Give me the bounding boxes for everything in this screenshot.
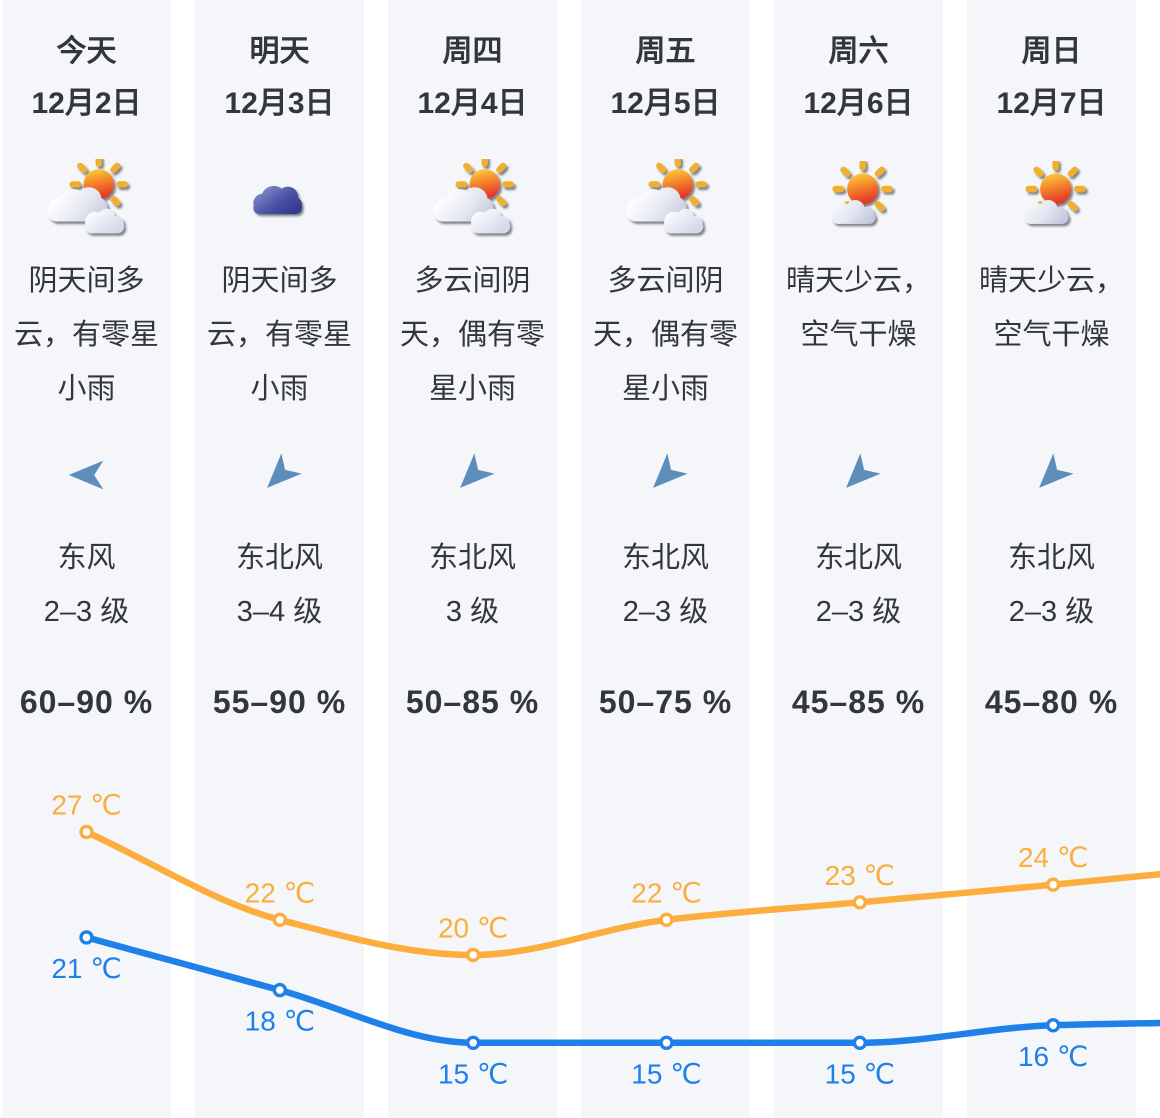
high_temp-value-label: 20 ℃ <box>438 913 508 944</box>
high_temp-value-label: 24 ℃ <box>1018 842 1088 873</box>
day-label: 周日 <box>1021 35 1082 68</box>
temperature-trend-chart: 27 ℃ 22 ℃ 20 ℃ 22 ℃ 23 ℃ 24 ℃ 21 ℃ 18 ℃ 15 ℃ 15 ℃… <box>51 790 1160 1089</box>
wind-direction-arrow-icon <box>388 450 557 500</box>
low_temp-value-label: 18 ℃ <box>245 1006 315 1037</box>
wind-force-label: 2–3 级 <box>1008 596 1095 628</box>
wind-force-label: 2–3 级 <box>43 596 130 628</box>
date-label: 12月4日 <box>417 87 528 120</box>
day-column: 周四 12月4日 多云间阴 天，偶有零 星小雨 东北风 3 级 50–85 % <box>388 0 557 1118</box>
low_temp-value-label: 21 ℃ <box>51 953 121 984</box>
cloud-icon <box>195 152 364 248</box>
sun-behind-clouds-icon <box>581 152 750 248</box>
weather-description: 晴天少云， 空气干燥 <box>978 265 1124 351</box>
wind-direction-label: 东北风 <box>1007 542 1095 574</box>
sun-small-cloud-icon <box>774 152 943 248</box>
wind-direction-arrow-icon <box>774 450 943 500</box>
wind-direction-arrow-icon <box>2 450 171 500</box>
date-label: 12月2日 <box>31 87 142 120</box>
date-label: 12月5日 <box>610 87 721 120</box>
low_temp-point <box>852 1035 868 1050</box>
day-label: 明天 <box>249 35 310 68</box>
humidity-range-label: 45–85 % <box>791 684 926 720</box>
weather-description: 多云间阴 天，偶有零 星小雨 <box>399 265 545 405</box>
day-label: 周四 <box>442 35 503 68</box>
weather-description: 阴天间多 云，有零星 小雨 <box>206 265 352 405</box>
high_temp-value-label: 23 ℃ <box>825 860 895 891</box>
low_temp-value-label: 15 ℃ <box>438 1058 508 1089</box>
wind-direction-label: 东风 <box>57 542 116 574</box>
wind-force-label: 3 级 <box>445 596 500 628</box>
low_temp-point <box>659 1035 674 1050</box>
sun-small-cloud-icon <box>967 152 1136 248</box>
day-label: 今天 <box>56 35 117 68</box>
humidity-range-label: 45–80 % <box>984 684 1119 720</box>
wind-direction-label: 东北风 <box>621 542 709 574</box>
high_temp-value-label: 22 ℃ <box>245 877 315 908</box>
low_temp-value-label: 16 ℃ <box>1018 1041 1088 1072</box>
wind-force-label: 2–3 级 <box>622 596 709 628</box>
high_temp-point <box>659 912 674 928</box>
sun-behind-clouds-icon <box>2 152 171 248</box>
low_temp-point <box>1045 1018 1061 1033</box>
humidity-range-label: 50–85 % <box>405 684 540 720</box>
wind-force-label: 3–4 级 <box>236 596 323 628</box>
date-label: 12月7日 <box>996 87 1107 120</box>
date-label: 12月6日 <box>803 87 914 120</box>
low_temp-point <box>272 982 288 998</box>
humidity-range-label: 50–75 % <box>598 684 733 720</box>
humidity-range-label: 60–90 % <box>19 684 154 720</box>
day-column: 周日 12月7日 晴天少云， 空气干燥 东北风 2–3 级 45–80 % <box>967 0 1136 1118</box>
high_temp-point <box>272 912 288 928</box>
low_temp-value-label: 15 ℃ <box>631 1058 701 1089</box>
weather-description: 阴天间多 云，有零星 小雨 <box>13 265 159 405</box>
high_temp-value-label: 27 ℃ <box>51 790 121 821</box>
date-label: 12月3日 <box>224 87 335 120</box>
day-label: 周五 <box>635 35 696 68</box>
wind-direction-label: 东北风 <box>428 542 516 574</box>
wind-direction-label: 东北风 <box>235 542 323 574</box>
low_temp-point <box>465 1035 481 1050</box>
weather-description: 晴天少云， 空气干燥 <box>785 265 931 351</box>
weather-description: 多云间阴 天，偶有零 星小雨 <box>592 265 738 405</box>
high_temp-point <box>1045 877 1061 892</box>
day-column: 周六 12月6日 晴天少云， 空气干燥 东北风 2–3 级 45–85 % <box>774 0 943 1118</box>
humidity-range-label: 55–90 % <box>212 684 347 720</box>
wind-direction-arrow-icon <box>581 450 750 500</box>
sun-behind-clouds-icon <box>388 152 557 248</box>
low_temp-point <box>79 930 94 945</box>
high_temp-value-label: 22 ℃ <box>631 877 701 908</box>
wind-direction-arrow-icon <box>195 450 364 500</box>
high_temp-point <box>465 947 481 963</box>
high_temp-point <box>79 824 94 840</box>
low_temp-value-label: 15 ℃ <box>825 1058 895 1089</box>
wind-direction-arrow-icon <box>967 450 1136 500</box>
day-label: 周六 <box>828 35 889 68</box>
wind-direction-label: 东北风 <box>814 542 902 574</box>
high_temp-point <box>852 895 868 910</box>
wind-force-label: 2–3 级 <box>815 596 902 628</box>
